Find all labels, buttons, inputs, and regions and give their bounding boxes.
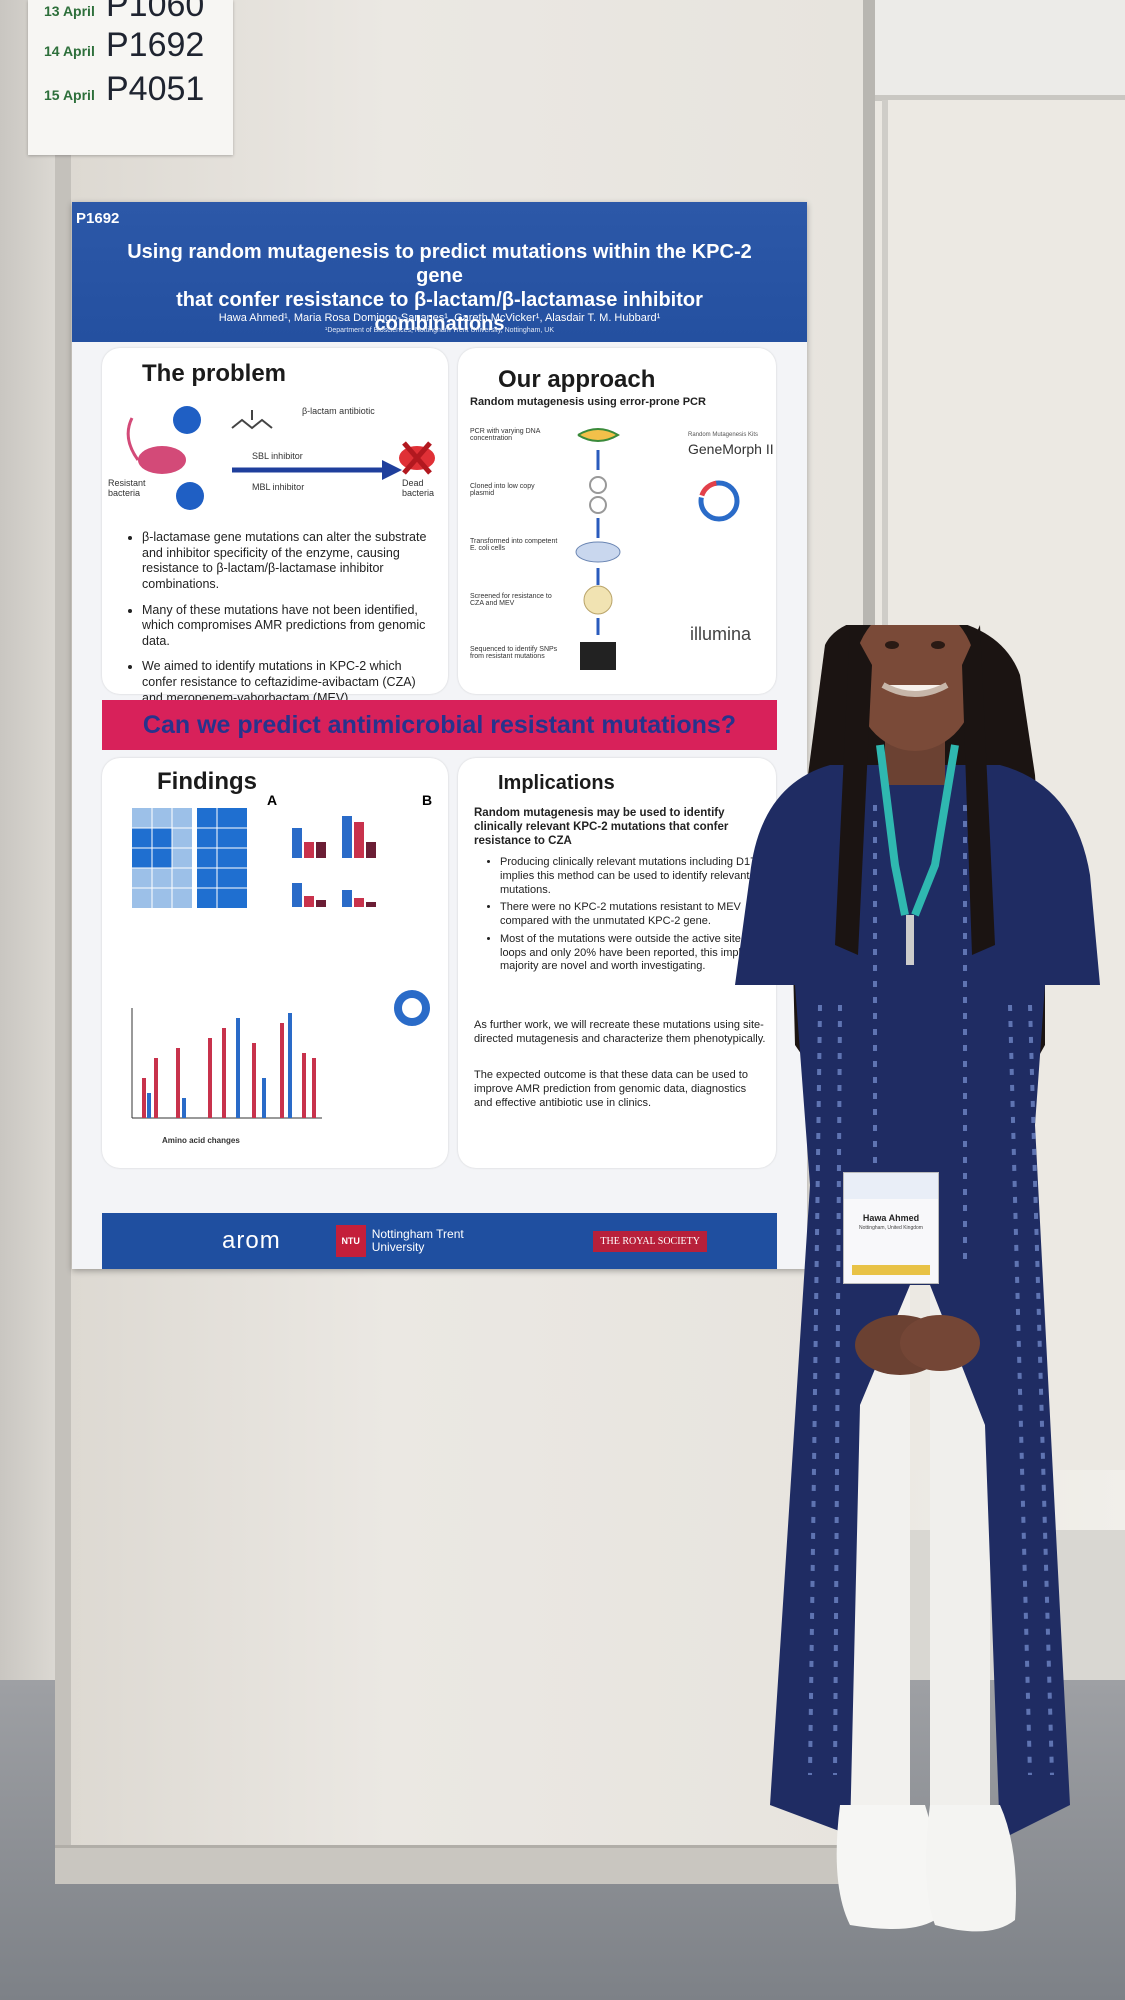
problem-box: The problem β-lactam antibiotic SBL inhi… xyxy=(102,348,448,705)
badge-name: Hawa Ahmed xyxy=(862,1213,920,1223)
approach-subheading: Random mutagenesis using error-prone PCR xyxy=(470,396,706,408)
panel-b-label: B xyxy=(422,792,433,808)
problem-heading: The problem xyxy=(142,360,287,387)
illumina-logo: illumina xyxy=(690,624,752,644)
poster-header: P1692 Using random mutagenesis to predic… xyxy=(72,202,807,342)
approach-box: Our approach Random mutagenesis using er… xyxy=(458,348,776,694)
banner-text: Can we predict antimicrobial resistant m… xyxy=(142,710,737,739)
label-sbl-inhibitor: SBL inhibitor xyxy=(252,451,303,461)
bullet-item: Producing clinically relevant mutations … xyxy=(500,856,770,897)
conference-badge: Hawa Ahmed Nottingham, United Kingdom xyxy=(843,1172,939,1284)
poster-affiliation: ¹Department of Biosciences, Nottingham T… xyxy=(324,327,555,334)
left-booth-wall xyxy=(0,0,60,1680)
bar-figure-icon xyxy=(292,816,376,907)
schedule-code: P1060 xyxy=(106,0,205,24)
ntu-line: Nottingham Trent xyxy=(371,1226,464,1241)
findings-xlabel: Amino acid changes xyxy=(162,1136,240,1145)
problem-illustration-icon xyxy=(126,406,435,510)
kit-label: Random Mutagenesis Kits xyxy=(688,432,759,438)
badge-header xyxy=(844,1173,938,1199)
workflow-step: PCR with varying DNA concentration xyxy=(470,428,541,442)
poster-footer: arom NTU Nottingham Trent University THE… xyxy=(102,1213,777,1269)
poster-title-line: Using random mutagenesis to predict muta… xyxy=(127,241,752,287)
label-resistant-bacteria: Resistant bacteria xyxy=(108,478,146,498)
schedule-row: 14 April P1692 xyxy=(44,26,204,65)
poster-code: P1692 xyxy=(76,210,120,227)
poster-title: Using random mutagenesis to predict muta… xyxy=(112,240,767,336)
poster-banner: Can we predict antimicrobial resistant m… xyxy=(102,700,777,750)
arom-logo: arom xyxy=(222,1227,281,1254)
ntu-logo: NTU Nottingham Trent University xyxy=(335,1225,464,1257)
presenter-person xyxy=(735,625,1100,1932)
schedule-code: P4051 xyxy=(106,70,205,108)
workflow-steps-icon xyxy=(575,428,621,670)
workflow-step: Sequenced to identify SNPs from resistan… xyxy=(470,646,558,660)
heatmap-figure-icon xyxy=(132,808,247,908)
workflow-step: Cloned into low copy plasmid xyxy=(470,483,535,497)
booth-frame-top xyxy=(870,0,1125,101)
research-poster: P1692 Using random mutagenesis to predic… xyxy=(72,202,807,1269)
ntu-line: University xyxy=(371,1240,425,1254)
ntu-text: Nottingham Trent University xyxy=(371,1226,464,1254)
royal-society-logo: THE ROYAL SOCIETY xyxy=(593,1230,707,1252)
implications-further-work: As further work, we will recreate these … xyxy=(474,1019,766,1045)
bullet-item: β-lactamase gene mutations can alter the… xyxy=(142,530,434,593)
poster-title-line: that confer resistance to β-lactam/β-lac… xyxy=(176,289,703,335)
schedule-row: 15 April P4051 xyxy=(44,70,204,109)
findings-heading: Findings xyxy=(157,768,257,795)
schedule-code: P1692 xyxy=(106,26,205,64)
schedule-date: 14 April xyxy=(44,43,95,59)
mutation-frequency-figure-icon xyxy=(131,990,430,1119)
bullet-item: Most of the mutations were outside the a… xyxy=(500,933,770,974)
approach-heading: Our approach xyxy=(498,366,656,393)
badge-stripe xyxy=(852,1265,930,1275)
kit-logo-icon xyxy=(698,480,740,522)
label-mbl-inhibitor: MBL inhibitor xyxy=(252,482,305,492)
schedule-date: 15 April xyxy=(44,87,95,103)
implications-outcome: The expected outcome is that these data … xyxy=(474,1069,748,1109)
implications-box: Implications Random mutagenesis may be u… xyxy=(458,758,776,1168)
bullet-item: Many of these mutations have not been id… xyxy=(142,603,434,650)
implications-heading: Implications xyxy=(498,772,615,794)
findings-box: Findings A B xyxy=(102,758,448,1168)
poster-authors: Hawa Ahmed¹, Maria Rosa Domingo-Sananes¹… xyxy=(218,312,661,324)
badge-location: Nottingham, United Kingdom xyxy=(859,1225,923,1231)
implications-lead: Random mutagenesis may be used to identi… xyxy=(474,806,729,848)
label-antibiotic: β-lactam antibiotic xyxy=(302,406,375,416)
workflow-step: Transformed into competent E. coli cells xyxy=(470,538,558,552)
schedule-sign: 13 April P1060 14 April P1692 15 April P… xyxy=(28,0,233,155)
problem-bullets: β-lactamase gene mutations can alter the… xyxy=(124,530,434,716)
poster-board-base xyxy=(55,1845,875,1884)
workflow-step: Screened for resistance to CZA and MEV xyxy=(470,593,552,607)
ntu-badge: NTU xyxy=(335,1225,366,1257)
schedule-date: 13 April xyxy=(44,3,95,19)
schedule-row: 13 April P1060 xyxy=(44,0,204,25)
panel-a-label: A xyxy=(267,792,278,808)
implications-bullets: Producing clinically relevant mutations … xyxy=(482,856,770,978)
bullet-item: There were no KPC-2 mutations resistant … xyxy=(500,901,770,929)
kit-name: GeneMorph II xyxy=(688,441,774,457)
label-dead-bacteria: Dead bacteria xyxy=(402,478,435,498)
